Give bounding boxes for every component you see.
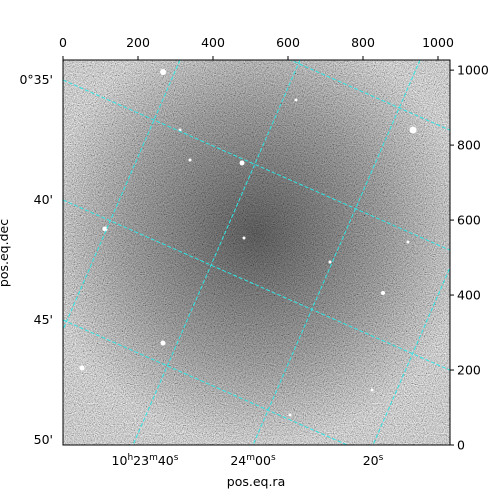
x-axis-label: pos.eq.ra — [227, 474, 285, 489]
x-tick-label: 600 — [276, 35, 300, 50]
ra-value: 23 — [133, 453, 149, 468]
ra-unit: s — [379, 453, 384, 463]
y-tick-label: 400 — [457, 288, 481, 303]
ra-value: 00 — [255, 453, 271, 468]
x-tick-label: 400 — [201, 35, 225, 50]
x-tick-label: 800 — [351, 35, 375, 50]
y-tick-label: 800 — [457, 138, 481, 153]
ra-unit: s — [271, 453, 276, 463]
y-tick-label: 600 — [457, 213, 481, 228]
ra-unit: s — [174, 453, 179, 463]
frame — [62, 59, 451, 446]
y-tick-label: 0 — [457, 438, 465, 453]
dec-label: 45' — [34, 312, 53, 327]
y-axis-label: pos.eq.dec — [0, 219, 11, 287]
x-tick-label: 0 — [59, 35, 67, 50]
dec-label: 50' — [34, 432, 53, 447]
dec-label: 0°35' — [19, 72, 53, 87]
ra-value: 10 — [112, 453, 128, 468]
x-tick-label: 1000 — [422, 35, 454, 50]
ra-label: 10h23m40s — [112, 453, 179, 468]
y-tick-label: 1000 — [457, 63, 489, 78]
x-tick-label: 200 — [126, 35, 150, 50]
ra-unit: m — [149, 453, 158, 463]
ra-value: 20 — [363, 453, 379, 468]
ra-value: 24 — [230, 453, 246, 468]
ra-unit: h — [127, 453, 133, 463]
ra-value: 40 — [158, 453, 174, 468]
ra-label: 20s — [363, 453, 384, 468]
ra-unit: m — [246, 453, 255, 463]
dec-label: 40' — [34, 192, 53, 207]
y-tick-label: 200 — [457, 363, 481, 378]
sky-image — [63, 60, 450, 445]
ra-label: 24m00s — [230, 453, 276, 468]
